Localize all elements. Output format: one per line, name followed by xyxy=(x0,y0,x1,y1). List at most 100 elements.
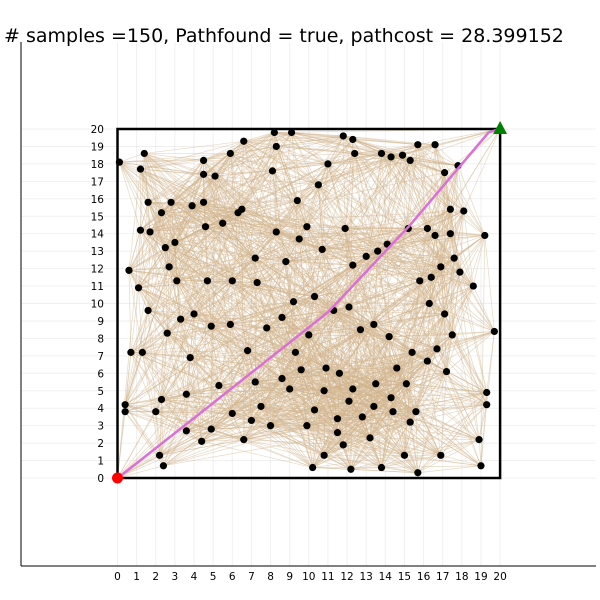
tree-edge xyxy=(203,132,275,161)
tree-edge xyxy=(143,153,166,248)
tree-edge xyxy=(180,318,283,379)
tree-edge xyxy=(419,280,445,315)
tree-edge xyxy=(147,174,204,203)
tree-edge xyxy=(138,266,170,289)
tree-edge xyxy=(333,310,438,350)
tree-edge xyxy=(388,336,398,369)
y-tick-label: 19 xyxy=(91,141,104,153)
tree-edge xyxy=(266,324,374,329)
tree-edge xyxy=(186,393,262,407)
sample-point xyxy=(351,149,359,158)
tree-edge xyxy=(270,425,352,470)
tree-edge xyxy=(285,261,310,336)
tree-edge xyxy=(276,231,367,257)
sample-point xyxy=(437,451,445,459)
tree-edge xyxy=(386,244,390,337)
sample-point xyxy=(398,151,407,159)
tree-edge xyxy=(390,128,501,158)
tree-edge xyxy=(168,154,403,268)
tree-edge xyxy=(193,313,296,353)
sample-point xyxy=(414,469,422,477)
sample-point xyxy=(469,282,477,290)
tree-edge xyxy=(281,296,315,318)
tree-edge xyxy=(164,202,172,248)
tree-edge xyxy=(406,383,480,440)
tree-edge xyxy=(276,228,346,233)
tree-edge xyxy=(314,296,377,384)
y-tick-label: 10 xyxy=(91,299,104,311)
sample-point xyxy=(345,397,353,405)
tree-edge xyxy=(463,210,486,236)
tree-edge xyxy=(390,397,405,456)
tree-edge xyxy=(308,334,397,369)
y-tick-label: 16 xyxy=(91,194,105,206)
tree-edge xyxy=(169,231,277,268)
tree-edge xyxy=(203,202,233,281)
tree-edge xyxy=(318,135,344,185)
tree-edge xyxy=(339,372,376,385)
tree-edge xyxy=(415,334,453,412)
tree-edge xyxy=(241,184,319,210)
sample-point xyxy=(414,141,422,149)
tree-edge xyxy=(260,317,283,407)
tree-edge xyxy=(440,404,487,456)
tree-edge xyxy=(281,378,308,426)
tree-edge xyxy=(333,310,377,384)
tree-edge xyxy=(243,425,271,440)
sample-point xyxy=(345,303,353,311)
tree-edge xyxy=(333,310,350,402)
tree-edge xyxy=(193,313,231,325)
tree-edge xyxy=(276,231,378,252)
tree-edge xyxy=(281,261,287,318)
tree-edge xyxy=(436,348,487,393)
tree-edge xyxy=(270,425,344,446)
tree-edge xyxy=(163,439,244,467)
sample-point xyxy=(408,348,416,356)
tree-edge xyxy=(327,163,409,229)
tree-edge xyxy=(130,318,181,353)
tree-edge xyxy=(130,352,157,412)
y-tick-label: 13 xyxy=(91,246,104,258)
sample-point xyxy=(278,374,286,383)
tree-edge xyxy=(345,228,436,236)
tree-edge xyxy=(117,327,267,479)
tree-edge xyxy=(285,256,367,262)
tree-edge xyxy=(161,212,170,267)
sample-point xyxy=(177,315,185,323)
sample-point xyxy=(270,128,278,137)
tree-edge xyxy=(176,257,256,282)
sample-point xyxy=(186,353,194,362)
tree-edge xyxy=(350,416,363,470)
tree-edge xyxy=(166,266,170,334)
tree-edge xyxy=(247,306,350,351)
x-tick-label: 18 xyxy=(455,571,468,583)
sample-point xyxy=(287,128,296,137)
sample-point xyxy=(372,380,380,388)
tree-edge xyxy=(323,390,338,419)
tree-edge xyxy=(241,209,256,259)
sample-point xyxy=(431,141,439,149)
tree-edge xyxy=(318,184,388,245)
tree-edge xyxy=(193,184,319,315)
sample-point xyxy=(324,160,332,168)
tree-edge xyxy=(147,280,178,311)
tree-edge xyxy=(125,411,202,442)
tree-edge xyxy=(281,378,376,385)
tree-edge xyxy=(348,400,419,474)
tree-edge xyxy=(275,231,283,318)
tree-edge xyxy=(429,257,455,304)
tree-edge xyxy=(402,154,451,234)
sample-point xyxy=(167,198,175,206)
sample-point xyxy=(201,223,210,231)
sample-point xyxy=(402,380,410,388)
tree-edge xyxy=(142,310,149,353)
tree-edge xyxy=(193,313,248,351)
tree-edge xyxy=(406,331,495,385)
tree-edge xyxy=(436,331,495,350)
tree-edge xyxy=(404,422,411,456)
tree-edge xyxy=(314,296,398,369)
tree-edge xyxy=(450,233,485,236)
sample-point xyxy=(406,418,414,426)
tree-edge xyxy=(169,257,256,268)
tree-edge xyxy=(276,135,344,147)
